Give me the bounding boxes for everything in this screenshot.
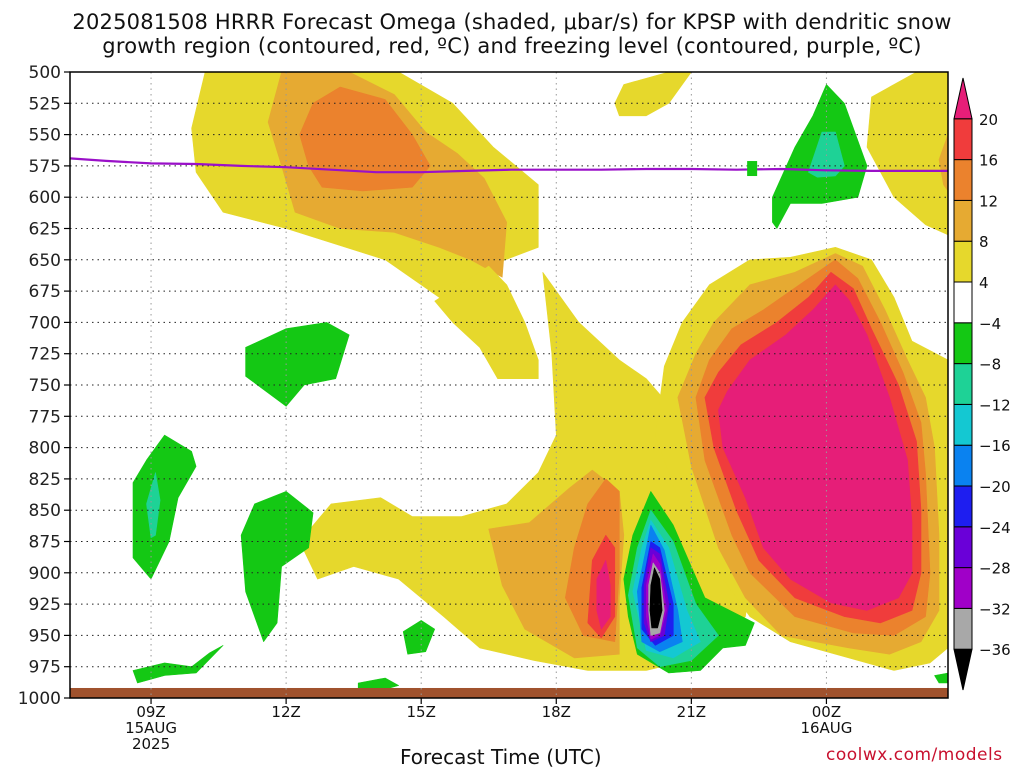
y-tick-label: 875 bbox=[29, 533, 61, 553]
y-tick-label: 575 bbox=[29, 157, 61, 177]
omega-region-22 bbox=[132, 645, 224, 684]
x-tick-label: 15AUG bbox=[125, 719, 177, 737]
y-tick-label: 525 bbox=[29, 94, 61, 114]
colorbar-label: 8 bbox=[979, 233, 989, 251]
chart-title-line-1: 2025081508 HRRR Forecast Omega (shaded, … bbox=[72, 10, 952, 34]
x-tick-label: 18Z bbox=[542, 703, 571, 721]
colorbar-label: −4 bbox=[979, 315, 1001, 333]
x-tick-label: 2025 bbox=[132, 735, 170, 753]
y-tick-label: 625 bbox=[29, 220, 61, 240]
y-tick-label: 500 bbox=[29, 63, 61, 83]
omega-region-15 bbox=[866, 72, 948, 236]
omega-region-24 bbox=[402, 620, 436, 655]
y-tick-label: 975 bbox=[29, 658, 61, 678]
x-tick-label: 00Z bbox=[812, 703, 841, 721]
colorbar-bin bbox=[953, 281, 973, 324]
x-tick-label: 09Z bbox=[136, 703, 165, 721]
omega-region-14 bbox=[718, 284, 913, 611]
omega-region-19 bbox=[245, 322, 350, 407]
ground-fill bbox=[70, 687, 948, 698]
freezing-level-line bbox=[69, 157, 948, 174]
y-tick-label: 925 bbox=[29, 595, 61, 615]
colorbar-bin bbox=[953, 199, 973, 242]
colorbar-bin bbox=[953, 322, 973, 365]
y-tick-label: 900 bbox=[29, 564, 61, 584]
omega-region-8 bbox=[596, 559, 611, 630]
y-tick-label: 600 bbox=[29, 188, 61, 208]
chart-title-line-2: growth region (contoured, red, ºC) and f… bbox=[102, 34, 922, 58]
colorbar-label: 12 bbox=[979, 192, 998, 210]
omega-region-35 bbox=[934, 672, 948, 684]
y-tick-label: 650 bbox=[29, 251, 61, 271]
y-tick-label: 775 bbox=[29, 407, 61, 427]
colorbar-bin bbox=[953, 403, 973, 446]
colorbar-bin bbox=[953, 240, 973, 283]
colorbar-bin bbox=[953, 648, 973, 691]
x-axis-title: Forecast Time (UTC) bbox=[400, 745, 602, 769]
y-tick-label: 700 bbox=[29, 313, 61, 333]
freezing-level-layer: 0 bbox=[69, 157, 948, 178]
omega-region-9 bbox=[614, 72, 692, 117]
colorbar-bin bbox=[953, 485, 973, 528]
x-tick-label: 15Z bbox=[407, 703, 436, 721]
omega-region-16 bbox=[938, 134, 948, 192]
colorbar-bin bbox=[953, 444, 973, 487]
colorbar-bin bbox=[953, 118, 973, 161]
colorbar-bin bbox=[953, 77, 973, 120]
colorbar-label: −36 bbox=[979, 641, 1011, 659]
colorbar-label: 16 bbox=[979, 152, 998, 170]
y-tick-label: 550 bbox=[29, 126, 61, 146]
y-tick-label: 850 bbox=[29, 501, 61, 521]
colorbar-label: −8 bbox=[979, 356, 1001, 374]
omega-region-23 bbox=[240, 491, 314, 643]
colorbar-label: −12 bbox=[979, 396, 1011, 414]
colorbar-label: 4 bbox=[979, 274, 989, 292]
omega-region-3 bbox=[434, 265, 539, 380]
omega-region-34 bbox=[649, 567, 663, 629]
omega-region-20 bbox=[132, 434, 197, 580]
colorbar-bin bbox=[953, 607, 973, 650]
source-credit: coolwx.com/models bbox=[826, 745, 1003, 765]
omega-region-2 bbox=[299, 86, 431, 192]
grid-layer bbox=[70, 72, 948, 698]
omega-shading-layer bbox=[132, 72, 948, 693]
colorbar: −36 −32 −28 −24 −20 −16 −12 −8 −4 4 8 12 16 20 bbox=[953, 77, 1011, 691]
y-tick-label: 675 bbox=[29, 282, 61, 302]
x-tick-label: 16AUG bbox=[800, 719, 852, 737]
y-tick-label: 825 bbox=[29, 470, 61, 490]
x-tick-label: 12Z bbox=[271, 703, 300, 721]
colorbar-label: −20 bbox=[979, 478, 1011, 496]
colorbar-label: −16 bbox=[979, 437, 1011, 455]
y-tick-label: 800 bbox=[29, 439, 61, 459]
colorbar-label: 20 bbox=[979, 111, 998, 129]
ground-layer bbox=[70, 687, 948, 698]
colorbar-bin bbox=[953, 159, 973, 201]
colorbar-label: −32 bbox=[979, 600, 1011, 618]
omega-region-21 bbox=[146, 472, 161, 539]
colorbar-bin bbox=[953, 526, 973, 569]
y-tick-label: 1000 bbox=[18, 689, 61, 709]
colorbar-label: −24 bbox=[979, 519, 1011, 537]
y-tick-label: 950 bbox=[29, 626, 61, 646]
colorbar-label: −28 bbox=[979, 560, 1011, 578]
axis-layer: 500 525 550 575 600 625 650 675 700 725 750 775 800 8… bbox=[18, 63, 949, 753]
colorbar-bin bbox=[953, 363, 973, 405]
y-tick-label: 750 bbox=[29, 376, 61, 396]
x-tick-label: 21Z bbox=[677, 703, 706, 721]
colorbar-bin bbox=[953, 567, 973, 609]
y-tick-label: 725 bbox=[29, 345, 61, 365]
